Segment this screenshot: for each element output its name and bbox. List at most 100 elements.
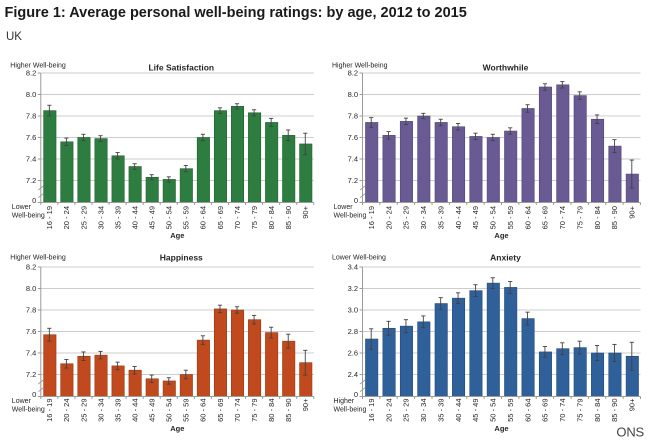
svg-text:7.6: 7.6: [26, 133, 36, 142]
svg-text:25 - 29: 25 - 29: [402, 399, 411, 422]
svg-text:75 - 79: 75 - 79: [250, 399, 259, 422]
svg-text:8.0: 8.0: [26, 284, 36, 293]
svg-text:60 - 64: 60 - 64: [199, 399, 208, 422]
svg-text:7.6: 7.6: [26, 327, 36, 336]
svg-text:7.4: 7.4: [26, 349, 36, 358]
svg-text:75 - 79: 75 - 79: [575, 206, 584, 229]
svg-text:90+: 90+: [301, 398, 310, 411]
svg-text:Happiness: Happiness: [160, 252, 203, 262]
svg-text:40 - 44: 40 - 44: [454, 206, 463, 229]
svg-text:90+: 90+: [628, 205, 637, 218]
svg-text:75 - 79: 75 - 79: [250, 206, 259, 229]
svg-text:65 - 69: 65 - 69: [216, 399, 225, 422]
svg-text:Lower: Lower: [12, 204, 32, 211]
svg-text:45 - 49: 45 - 49: [148, 206, 157, 229]
svg-text:75 - 79: 75 - 79: [575, 399, 584, 422]
svg-text:8.2: 8.2: [26, 69, 36, 78]
svg-text:40 - 44: 40 - 44: [130, 399, 139, 422]
svg-text:Age: Age: [170, 424, 184, 433]
svg-text:85 - 90: 85 - 90: [610, 399, 619, 422]
svg-text:Anxiety: Anxiety: [490, 252, 521, 262]
svg-text:60 - 64: 60 - 64: [523, 399, 532, 422]
svg-text:Lower: Lower: [12, 398, 32, 405]
svg-text:Age: Age: [494, 231, 508, 240]
svg-text:16 - 19: 16 - 19: [367, 399, 376, 422]
svg-text:65 - 69: 65 - 69: [216, 206, 225, 229]
svg-text:0: 0: [32, 196, 36, 205]
svg-text:Age: Age: [494, 424, 508, 433]
svg-text:65 - 69: 65 - 69: [541, 206, 550, 229]
svg-text:ONS: ONS: [616, 425, 644, 440]
svg-text:16 - 19: 16 - 19: [45, 206, 54, 229]
svg-text:55 - 59: 55 - 59: [182, 399, 191, 422]
svg-text:16 - 19: 16 - 19: [45, 399, 54, 422]
svg-text:85 - 90: 85 - 90: [284, 399, 293, 422]
svg-text:85 - 90: 85 - 90: [610, 206, 619, 229]
svg-text:UK: UK: [6, 31, 22, 43]
svg-text:16 - 19: 16 - 19: [367, 206, 376, 229]
svg-text:8.0: 8.0: [26, 90, 36, 99]
svg-text:55 - 59: 55 - 59: [182, 206, 191, 229]
svg-text:2.4: 2.4: [348, 370, 358, 379]
svg-text:50 - 54: 50 - 54: [165, 399, 174, 422]
svg-text:3.4: 3.4: [348, 263, 358, 272]
svg-text:7.6: 7.6: [348, 133, 358, 142]
svg-text:50 - 54: 50 - 54: [489, 206, 498, 229]
svg-text:80 - 84: 80 - 84: [593, 206, 602, 229]
svg-text:55 - 59: 55 - 59: [506, 206, 515, 229]
svg-text:25 - 29: 25 - 29: [79, 206, 88, 229]
svg-text:3.0: 3.0: [348, 306, 358, 315]
svg-text:8.0: 8.0: [348, 90, 358, 99]
svg-text:80 - 84: 80 - 84: [593, 399, 602, 422]
svg-text:7.2: 7.2: [26, 176, 36, 185]
svg-text:Figure 1: Average personal wel: Figure 1: Average personal well-being ra…: [5, 5, 467, 21]
svg-text:Life Satisfaction: Life Satisfaction: [148, 63, 214, 73]
svg-text:55 - 59: 55 - 59: [506, 399, 515, 422]
svg-text:50 - 54: 50 - 54: [489, 399, 498, 422]
svg-text:50 - 54: 50 - 54: [165, 206, 174, 229]
svg-text:2.6: 2.6: [348, 349, 358, 358]
svg-text:60 - 64: 60 - 64: [199, 206, 208, 229]
svg-text:0: 0: [354, 390, 358, 399]
svg-text:35 - 39: 35 - 39: [436, 206, 445, 229]
svg-text:7.2: 7.2: [26, 370, 36, 379]
svg-text:45 - 49: 45 - 49: [471, 206, 480, 229]
svg-text:8.2: 8.2: [348, 69, 358, 78]
svg-text:Well-being: Well-being: [334, 213, 367, 220]
svg-text:65 - 69: 65 - 69: [541, 399, 550, 422]
svg-text:30 - 34: 30 - 34: [419, 206, 428, 229]
svg-text:85 - 90: 85 - 90: [284, 206, 293, 229]
svg-text:90+: 90+: [301, 205, 310, 218]
svg-text:25 - 29: 25 - 29: [402, 206, 411, 229]
svg-text:2.8: 2.8: [348, 327, 358, 336]
svg-text:7.8: 7.8: [348, 112, 358, 121]
svg-text:70 - 74: 70 - 74: [558, 399, 567, 422]
svg-text:70 - 74: 70 - 74: [558, 206, 567, 229]
svg-text:7.4: 7.4: [26, 155, 36, 164]
svg-text:30 - 34: 30 - 34: [96, 399, 105, 422]
svg-text:30 - 34: 30 - 34: [419, 399, 428, 422]
svg-text:80 - 84: 80 - 84: [267, 399, 276, 422]
svg-text:0: 0: [32, 390, 36, 399]
svg-text:20 - 24: 20 - 24: [384, 206, 393, 229]
svg-text:7.8: 7.8: [26, 112, 36, 121]
svg-text:3.2: 3.2: [348, 284, 358, 293]
svg-text:8.2: 8.2: [26, 263, 36, 272]
svg-text:20 - 24: 20 - 24: [62, 206, 71, 229]
svg-text:70 - 74: 70 - 74: [233, 206, 242, 229]
svg-text:45 - 49: 45 - 49: [148, 399, 157, 422]
svg-text:Higher Well-being: Higher Well-being: [332, 63, 388, 70]
svg-text:Higher Well-being: Higher Well-being: [10, 63, 66, 70]
svg-text:40 - 44: 40 - 44: [130, 206, 139, 229]
svg-text:Age: Age: [170, 231, 184, 240]
svg-text:Well-being: Well-being: [12, 407, 45, 414]
svg-text:Higher: Higher: [334, 398, 355, 405]
svg-text:Lower Well-being: Lower Well-being: [332, 255, 386, 262]
svg-text:25 - 29: 25 - 29: [79, 399, 88, 422]
svg-text:20 - 24: 20 - 24: [384, 399, 393, 422]
svg-text:35 - 39: 35 - 39: [113, 206, 122, 229]
svg-text:Well-being: Well-being: [334, 407, 367, 414]
svg-text:80 - 84: 80 - 84: [267, 206, 276, 229]
svg-text:Worthwhile: Worthwhile: [483, 63, 529, 73]
svg-text:35 - 39: 35 - 39: [113, 399, 122, 422]
